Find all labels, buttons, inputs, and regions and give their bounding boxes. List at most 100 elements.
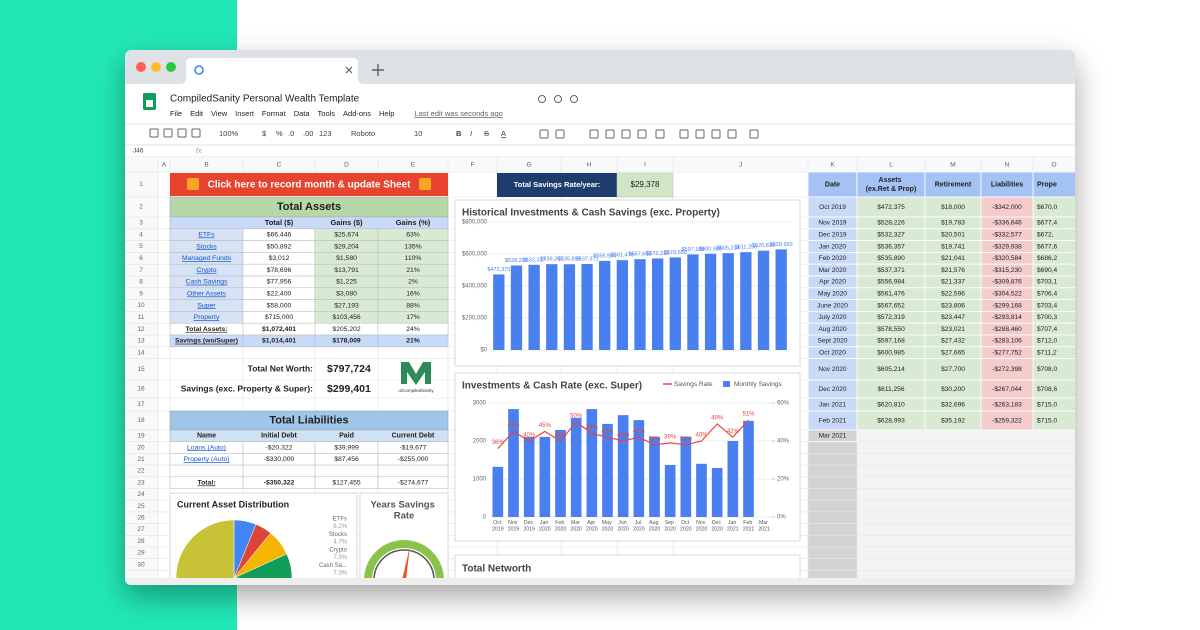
table-text: $715,000 [265,314,294,321]
table-text: Total Assets: [186,326,228,333]
monthly-text: $21,337 [941,279,965,286]
y-tick-label: 0 [483,515,487,521]
toolbar-item[interactable]: .0 [288,129,294,138]
monthly-text: May 2020 [818,290,847,297]
monthly-text: $690,4 [1037,267,1058,274]
menu-item[interactable]: Insert [235,109,255,118]
menu-item[interactable]: Help [379,109,394,118]
data-label: $628,993 [770,242,793,248]
column-header: L [889,162,893,169]
toolbar-icon [637,129,647,139]
row-header: 30 [137,561,145,568]
table-text: -$330,000 [264,456,295,463]
data-label: 44% [586,425,599,431]
table-text[interactable]: Other Assets [187,290,227,297]
bar [743,420,754,517]
x-tick-label: Jan 2021 [727,520,739,533]
liabilities-header: Paid [339,433,354,440]
monthly-text: $528,226 [877,220,905,227]
empty-cell [807,523,858,536]
table-text[interactable]: Property (Auto) [183,456,229,463]
header-icon [554,95,562,103]
toolbar-icon [149,128,159,138]
menu-item[interactable]: View [211,109,228,118]
table-text[interactable]: Super [197,302,216,309]
table-text: $1,072,401 [262,326,296,333]
toolbar-item[interactable]: $ [262,129,267,138]
table-text: Savings (wo/Super) [175,338,238,345]
pie-slice [233,553,293,578]
monthly-text: $536,357 [877,243,905,250]
chart-title: Years Savings Rate [370,499,437,521]
logo [401,362,431,385]
pie-value-label: 4.7% [333,540,347,546]
savings-value: $299,401 [327,383,371,395]
table-text: $77,956 [267,279,292,286]
data-label: $537,371 [576,256,599,262]
menu-item[interactable]: Data [294,109,311,118]
column-header: O [1051,162,1056,169]
table-text: $87,456 [334,456,359,463]
monthly-text: $556,984 [877,279,905,286]
table-text: $50,892 [267,243,292,250]
x-tick-label: Jun 2020 [617,520,629,533]
gauge-needle [402,546,410,580]
bar [493,274,505,350]
table-text[interactable]: Crypto [196,267,216,274]
data-label: $578,550 [664,250,687,256]
pie-label: Property [324,625,347,630]
menu-item[interactable]: Add-ons [343,109,371,118]
row-header: 1 [139,181,143,188]
toolbar-item[interactable]: B [456,129,462,138]
table-text[interactable]: Cash Savings [186,279,229,286]
menu-item[interactable]: File [170,109,182,118]
column-header: C [277,162,282,169]
bar [633,420,645,517]
toolbar-item[interactable]: 100% [219,129,239,138]
toolbar-item[interactable]: A [501,129,506,138]
data-label: 42% [601,429,614,435]
y-tick-label: $800,000 [462,220,488,226]
menu-item[interactable]: Format [262,109,287,118]
table-text[interactable]: Loans (Auto) [187,444,226,451]
data-label: 36% [492,440,505,446]
bar [555,429,566,517]
table-text: $1,225 [336,279,357,286]
data-label: 38% [648,436,661,442]
monthly-text: -$320,584 [992,255,1022,262]
toolbar-item[interactable]: I [470,129,472,138]
monthly-header: Prope [1037,181,1057,188]
monthly-text: $19,741 [941,243,965,250]
bar [539,436,551,517]
table-text[interactable]: Stocks [196,243,217,250]
data-label: 39% [664,434,677,440]
empty-cell [856,535,1075,548]
toolbar-item[interactable]: S [484,129,489,138]
table-text[interactable]: ETFs [198,231,215,238]
clip-group: Prope $670,0 $677,4 $672, $677,6 $686,2 $690,4… [1033,172,1075,431]
toolbar-item[interactable]: 10 [414,129,422,138]
row-header: 22 [137,468,145,475]
menu-item[interactable]: Tools [318,109,336,118]
toolbar-item[interactable]: .00 [303,129,313,138]
monthly-text: Feb 2021 [819,417,847,424]
legend-swatch [723,381,730,387]
document-title: CompiledSanity Personal Wealth Template [170,94,360,105]
toolbar-item[interactable]: Roboto [351,129,375,138]
toolbar-item[interactable]: 123 [319,129,332,138]
record-button[interactable] [170,173,448,196]
empty-cell [856,441,1075,454]
toolbar-item[interactable]: % [276,129,283,138]
pie-slice [175,519,285,578]
table-text: $205,202 [332,326,361,333]
empty-cell [856,511,1075,524]
monthly-text: Sept 2020 [817,338,847,345]
table-text[interactable]: Managed Funds [182,255,232,262]
monthly-text: $19,783 [941,220,965,227]
table-text[interactable]: Property [194,314,220,321]
table-text: 135% [404,243,421,250]
monthly-text: -$293,814 [992,314,1022,321]
menu-item[interactable]: Edit [190,109,204,118]
row-header: 12 [137,326,145,333]
x-tick-label: Mar 2021 [758,520,770,533]
